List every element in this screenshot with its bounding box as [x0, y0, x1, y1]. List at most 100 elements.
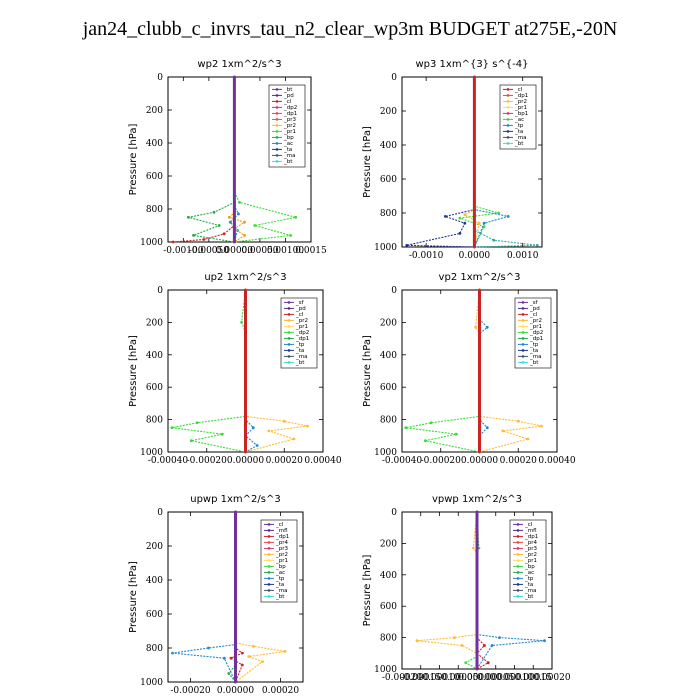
panel-4-xtick-label: 0.00020	[500, 456, 537, 466]
panel-1-legend-marker	[275, 136, 279, 139]
panel-2-legend-label: _pr1	[514, 105, 527, 111]
panel-2-series-line	[406, 77, 475, 248]
panel-5-xtick-label: -0.00020	[170, 686, 211, 696]
panel-3-legend-marker	[287, 337, 291, 340]
panel-2-data-point	[473, 75, 476, 79]
panel-5-data-point	[171, 651, 174, 655]
panel-6-legend-marker	[516, 577, 520, 580]
panel-5-legend-label: _mfl	[275, 528, 288, 534]
panel-1-legend-marker	[275, 142, 279, 145]
panel-6-xtick-label: 0.00020	[533, 673, 570, 683]
panel-3-legend-label: _dp1	[295, 336, 309, 342]
panel-4-legend-marker	[521, 325, 525, 328]
panel-2-legend-marker	[506, 94, 510, 97]
panel-6-legend-label: _pr3	[524, 546, 538, 552]
panel-1-title: wp2 1xm^2/s^3	[197, 59, 281, 70]
page-title: jan24_clubb_c_invrs_tau_n2_clear_wp3m BU…	[82, 18, 618, 40]
panel-4-legend-marker	[521, 337, 525, 340]
panel-4-legend-marker	[521, 319, 525, 322]
panel-2-legend-label: _cl	[514, 87, 523, 93]
panel-6-xtick-label: 0.00000	[458, 673, 495, 683]
panel-2-legend-marker	[506, 136, 510, 139]
panel-1-legend-label: _dp2	[283, 105, 297, 111]
panel-6-legend-label: _tp	[524, 576, 534, 582]
panel-3-data-point	[220, 432, 224, 436]
panel-2-data-point	[473, 245, 476, 249]
panel-4-data-point	[474, 325, 477, 329]
panel-1-legend-label: _pr1	[283, 129, 296, 135]
panel-1-data-point	[253, 224, 257, 227]
panel-6-title: vpwp 1xm^2/s^3	[432, 494, 522, 505]
panel-1-data-point	[217, 224, 221, 227]
panel-1-xtick-label: 0.00050	[241, 246, 278, 256]
panel-5-series-line	[172, 512, 237, 683]
panel-4-ytick-label: 600	[380, 383, 397, 393]
panel-4-data-point	[526, 437, 530, 441]
panel-5-ytick-label: 0	[157, 508, 163, 518]
panel-3-xtick-label: 0.00040	[304, 456, 341, 466]
panel-3-ylabel: Pressure [hPa]	[128, 335, 139, 407]
panel-5-legend-label: _ta	[275, 582, 284, 588]
panel-2-data-point	[482, 221, 486, 225]
panel-1-series-line	[188, 77, 235, 243]
panel-2-legend-marker	[506, 100, 510, 103]
panel-1-ytick-label: 800	[146, 205, 163, 215]
panel-5-data-point	[229, 656, 233, 660]
panel-2-data-point	[497, 211, 500, 215]
panel-6-series-line	[476, 512, 490, 670]
panel-4-legend-marker	[521, 331, 525, 334]
panel-4-ytick-label: 800	[380, 416, 397, 426]
panel-6-legend-marker	[516, 535, 520, 538]
panel-6-ytick-label: 200	[380, 539, 397, 549]
panel-3-data-point	[240, 321, 244, 324]
panel-1-data-point	[237, 212, 240, 216]
panel-5-legend-marker	[267, 577, 271, 580]
panel-3-ytick-label: 1000	[140, 448, 163, 458]
panel-4-legend-label: _pr1	[529, 324, 542, 330]
panel-6-legend-label: _pr1	[524, 558, 537, 564]
panel-2-ytick-label: 400	[380, 141, 397, 151]
panel-5-data-point	[207, 646, 210, 650]
panel-6-legend-label: _mfl	[524, 528, 537, 534]
panel-4-xtick-label: -0.00020	[421, 456, 462, 466]
panel-6-ytick-label: 600	[380, 602, 397, 612]
panel-6-xtick-label: -0.00020	[382, 673, 423, 683]
panel-2-data-point	[458, 216, 462, 220]
panel-5-legend-marker	[267, 583, 271, 586]
panel-1-legend-label: _bp	[283, 135, 294, 141]
panel-3-xtick-label: 0.00000	[227, 456, 264, 466]
panel-3-legend-marker	[287, 301, 291, 304]
panel-1-data-point	[187, 215, 190, 219]
panel-3-data-point	[244, 288, 247, 292]
panel-2-ytick-label: 1000	[374, 243, 397, 253]
panel-5-data-point	[252, 644, 255, 648]
panel-1-data-point	[171, 240, 175, 244]
panel-1-legend-marker	[275, 106, 279, 109]
panel-6-xtick-label: -0.00010	[419, 673, 460, 683]
panel-6-legend-marker	[516, 523, 520, 526]
panel-2-data-point	[535, 243, 539, 247]
panel-6-xtick-label: -0.00015	[401, 673, 442, 683]
panel-1-legend-label: _dp1	[283, 111, 297, 117]
panel-3-legend-marker	[287, 355, 291, 358]
panel-5-ytick-label: 1000	[140, 678, 163, 688]
panel-6-legend-marker	[516, 559, 520, 562]
panel-4-ytick-label: 200	[380, 318, 397, 328]
panel-4-ytick-label: 400	[380, 351, 397, 361]
panel-4-data-point	[454, 432, 458, 436]
panel-6-ylabel: Pressure [hPa]	[362, 555, 373, 627]
panel-1-data-point	[222, 232, 226, 236]
panel-1-legend-label: _pr2	[283, 123, 296, 129]
panel-5-data-point	[247, 655, 251, 658]
panel-3-legend-label: _bt	[295, 360, 305, 366]
panel-1-legend-box	[268, 84, 306, 168]
panel-6-xtick-label: 0.00005	[477, 673, 514, 683]
panel-1-data-point	[227, 215, 231, 219]
panel-4-ytick-label: 0	[391, 286, 397, 296]
panel-6-data-point	[453, 636, 456, 639]
panel-1-series-line	[228, 77, 246, 243]
panel-4-legend-label: _ta	[529, 348, 538, 354]
panel-4-legend-label: _tp	[529, 342, 539, 348]
panel-4-legend-label: _sf	[529, 300, 539, 306]
